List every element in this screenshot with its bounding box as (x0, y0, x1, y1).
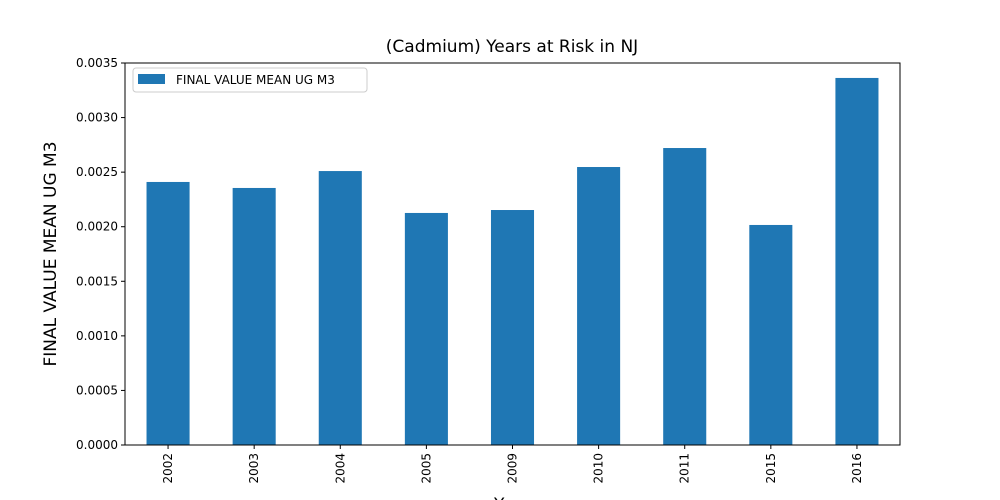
y-axis-label: FINAL VALUE MEAN UG M3 (41, 141, 61, 366)
x-tick-label: 2002 (161, 453, 175, 484)
y-tick-label: 0.0030 (76, 111, 118, 125)
legend-swatch (138, 74, 165, 84)
y-tick-label: 0.0015 (76, 274, 118, 288)
y-tick-label: 0.0005 (76, 383, 118, 397)
bar (577, 167, 621, 446)
x-tick-label: 2016 (850, 453, 864, 484)
y-tick-label: 0.0025 (76, 165, 118, 179)
x-axis-label: Year (493, 495, 530, 500)
legend-label: FINAL VALUE MEAN UG M3 (176, 73, 335, 87)
y-tick-label: 0.0035 (76, 56, 118, 70)
bar (146, 181, 190, 446)
bar (835, 77, 879, 445)
bar (404, 212, 448, 445)
y-tick-label: 0.0000 (76, 438, 118, 452)
plot-frame (124, 62, 901, 446)
bar (663, 148, 707, 446)
bar (318, 171, 362, 445)
bar (490, 210, 535, 445)
y-tick-label: 0.0010 (76, 329, 118, 343)
legend-box (132, 67, 368, 93)
x-tick-label: 2015 (764, 453, 778, 484)
x-tick-label: 2003 (247, 453, 261, 484)
x-tick-label: 2011 (678, 453, 692, 484)
chart-title: (Cadmium) Years at Risk in NJ (386, 37, 638, 57)
x-tick-label: 2009 (506, 453, 520, 484)
y-tick-label: 0.0020 (76, 220, 118, 234)
bar (749, 224, 793, 445)
x-tick-label: 2005 (419, 453, 433, 484)
x-tick-label: 2010 (592, 453, 606, 484)
bar (232, 187, 276, 445)
x-tick-label: 2004 (333, 453, 347, 484)
